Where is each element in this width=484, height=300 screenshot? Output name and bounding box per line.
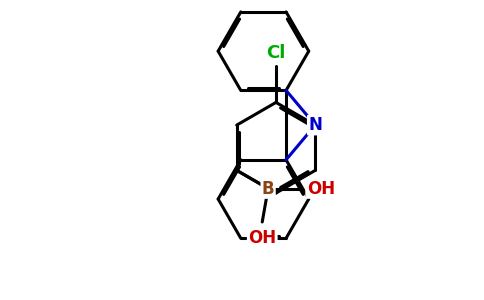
Text: B: B <box>262 179 274 197</box>
Text: OH: OH <box>307 179 335 197</box>
Text: N: N <box>308 116 322 134</box>
Text: OH: OH <box>248 229 276 247</box>
Text: Cl: Cl <box>266 44 286 62</box>
